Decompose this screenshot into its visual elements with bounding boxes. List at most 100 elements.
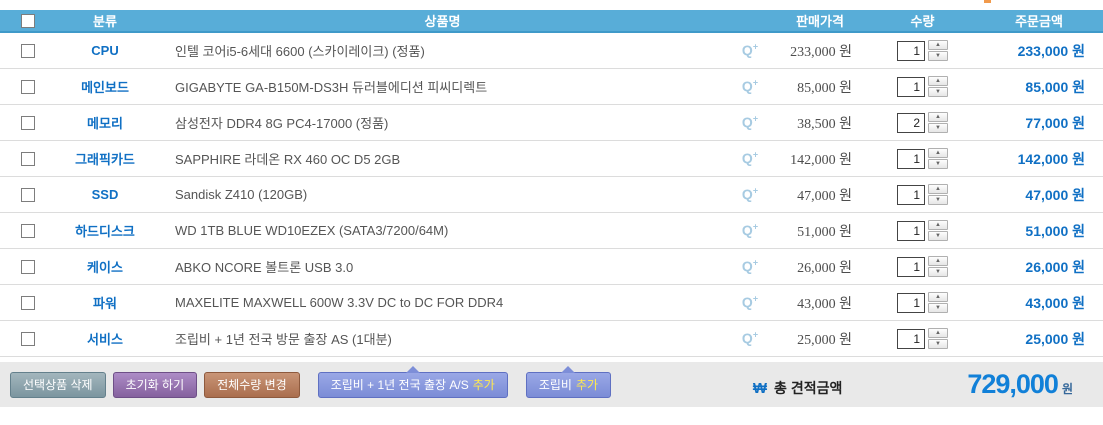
row-checkbox[interactable] — [20, 115, 35, 130]
category-link[interactable]: SSD — [91, 186, 119, 202]
order-amount: 47,000 원 — [1025, 186, 1085, 203]
quantity-down-button[interactable]: ▼ — [928, 303, 948, 313]
table-body: CPU 인텔 코어i5-6세대 6600 (스카이레이크) (정품) Q+ 23… — [0, 33, 1103, 357]
change-all-quantity-button[interactable]: 전체수량 변경 — [204, 371, 300, 398]
header-cell-category: 분류 — [93, 14, 117, 29]
category-link[interactable]: 파워 — [93, 295, 117, 311]
header-cell-product: 상품명 — [424, 14, 461, 29]
quantity-input[interactable] — [897, 220, 925, 241]
quantity-stepper: ▲ ▼ — [928, 148, 948, 169]
row-checkbox[interactable] — [20, 331, 35, 346]
quantity-input[interactable] — [897, 292, 925, 313]
row-checkbox[interactable] — [20, 187, 35, 202]
quantity-input[interactable] — [897, 40, 925, 61]
zoom-plus-icon[interactable]: Q+ — [741, 113, 759, 130]
zoom-plus-icon[interactable]: Q+ — [741, 293, 759, 310]
zoom-plus-icon[interactable]: Q+ — [741, 221, 759, 238]
table-row: 서비스 조립비 + 1년 전국 방문 출장 AS (1대분) Q+ 25,000… — [0, 321, 1103, 357]
category-link[interactable]: 케이스 — [87, 259, 123, 275]
category-link[interactable]: CPU — [91, 42, 119, 58]
category-link[interactable]: 그래픽카드 — [75, 151, 135, 167]
table-row: 하드디스크 WD 1TB BLUE WD10EZEX (SATA3/7200/6… — [0, 213, 1103, 249]
quantity-input[interactable] — [897, 76, 925, 97]
quantity-up-button[interactable]: ▲ — [928, 76, 948, 86]
unit-price: 43,000 원 — [797, 296, 852, 312]
unit-price: 47,000 원 — [797, 188, 852, 204]
quantity-stepper: ▲ ▼ — [928, 112, 948, 133]
category-link[interactable]: 메모리 — [87, 115, 123, 131]
quantity-stepper: ▲ ▼ — [928, 40, 948, 61]
quantity-up-button[interactable]: ▲ — [928, 256, 948, 266]
unit-price: 26,000 원 — [797, 260, 852, 276]
row-checkbox[interactable] — [20, 79, 35, 94]
header-cell-checkbox — [0, 13, 55, 28]
row-checkbox[interactable] — [20, 43, 35, 58]
product-name: ABKO NCORE 볼트론 USB 3.0 — [175, 259, 354, 275]
quantity-down-button[interactable]: ▼ — [928, 51, 948, 61]
quantity-up-button[interactable]: ▲ — [928, 292, 948, 302]
quantity-up-button[interactable]: ▲ — [928, 40, 948, 50]
category-link[interactable]: 메인보드 — [81, 79, 129, 95]
header-cell-price: 판매가격 — [796, 14, 844, 29]
won-symbol-icon: ₩ — [752, 380, 768, 397]
reset-button[interactable]: 초기화 하기 — [112, 371, 198, 398]
quantity-down-button[interactable]: ▼ — [928, 267, 948, 277]
category-link[interactable]: 하드디스크 — [75, 223, 135, 239]
quantity-down-button[interactable]: ▼ — [928, 231, 948, 241]
zoom-plus-icon[interactable]: Q+ — [741, 77, 759, 94]
quantity-stepper: ▲ ▼ — [928, 328, 948, 349]
unit-price: 25,000 원 — [797, 332, 852, 348]
quantity-down-button[interactable]: ▼ — [928, 123, 948, 133]
zoom-plus-icon[interactable]: Q+ — [741, 185, 759, 202]
unit-price: 142,000 원 — [790, 152, 852, 168]
product-name: Sandisk Z410 (120GB) — [175, 186, 308, 202]
quantity-down-button[interactable]: ▼ — [928, 195, 948, 205]
zoom-plus-icon[interactable]: Q+ — [741, 149, 759, 166]
unit-price: 233,000 원 — [790, 44, 852, 60]
table-row: 메인보드 GIGABYTE GA-B150M-DS3H 듀러블에디션 피씨디렉트… — [0, 69, 1103, 105]
quantity-down-button[interactable]: ▼ — [928, 339, 948, 349]
unit-price: 51,000 원 — [797, 224, 852, 240]
zoom-plus-icon[interactable]: Q+ — [741, 41, 759, 58]
category-link[interactable]: 서비스 — [87, 331, 123, 347]
quantity-input[interactable] — [897, 148, 925, 169]
row-checkbox[interactable] — [20, 223, 35, 238]
quantity-input[interactable] — [897, 328, 925, 349]
product-name: 삼성전자 DDR4 8G PC4-17000 (정품) — [175, 115, 389, 131]
total-label: 총 견적금액 — [774, 380, 843, 396]
quantity-input[interactable] — [897, 112, 925, 133]
footer-action-bar: 선택상품 삭제 초기화 하기 전체수량 변경 조립비 + 1년 전국 출장 A/… — [0, 362, 1103, 407]
quantity-stepper: ▲ ▼ — [928, 220, 948, 241]
quantity-down-button[interactable]: ▼ — [928, 159, 948, 169]
row-checkbox[interactable] — [20, 259, 35, 274]
zoom-plus-icon[interactable]: Q+ — [741, 257, 759, 274]
unit-price: 38,500 원 — [797, 116, 852, 132]
select-all-checkbox[interactable] — [20, 13, 35, 28]
quantity-stepper: ▲ ▼ — [928, 292, 948, 313]
quantity-input[interactable] — [897, 184, 925, 205]
quantity-up-button[interactable]: ▲ — [928, 220, 948, 230]
add-assembly-button[interactable]: 조립비 추가 — [525, 371, 612, 398]
total-value: 729,000 — [967, 369, 1059, 399]
quantity-stepper: ▲ ▼ — [928, 256, 948, 277]
row-checkbox[interactable] — [20, 295, 35, 310]
product-name: SAPPHIRE 라데온 RX 460 OC D5 2GB — [175, 151, 401, 167]
delete-selected-button[interactable]: 선택상품 삭제 — [10, 371, 106, 398]
quantity-up-button[interactable]: ▲ — [928, 148, 948, 158]
header-cell-amount: 주문금액 — [1015, 14, 1063, 29]
zoom-plus-icon[interactable]: Q+ — [741, 329, 759, 346]
table-row: SSD Sandisk Z410 (120GB) Q+ 47,000 원 ▲ ▼… — [0, 177, 1103, 213]
quantity-up-button[interactable]: ▲ — [928, 112, 948, 122]
order-amount: 77,000 원 — [1025, 114, 1085, 131]
quantity-input[interactable] — [897, 256, 925, 277]
quantity-up-button[interactable]: ▲ — [928, 328, 948, 338]
row-checkbox[interactable] — [20, 151, 35, 166]
add-assembly-as-button[interactable]: 조립비 + 1년 전국 출장 A/S 추가 — [317, 371, 508, 398]
unit-price: 85,000 원 — [797, 80, 852, 96]
quantity-stepper: ▲ ▼ — [928, 184, 948, 205]
add-highlight: 추가 — [575, 378, 599, 392]
order-amount: 43,000 원 — [1025, 294, 1085, 311]
quantity-up-button[interactable]: ▲ — [928, 184, 948, 194]
quantity-down-button[interactable]: ▼ — [928, 87, 948, 97]
product-name: GIGABYTE GA-B150M-DS3H 듀러블에디션 피씨디렉트 — [175, 79, 488, 95]
